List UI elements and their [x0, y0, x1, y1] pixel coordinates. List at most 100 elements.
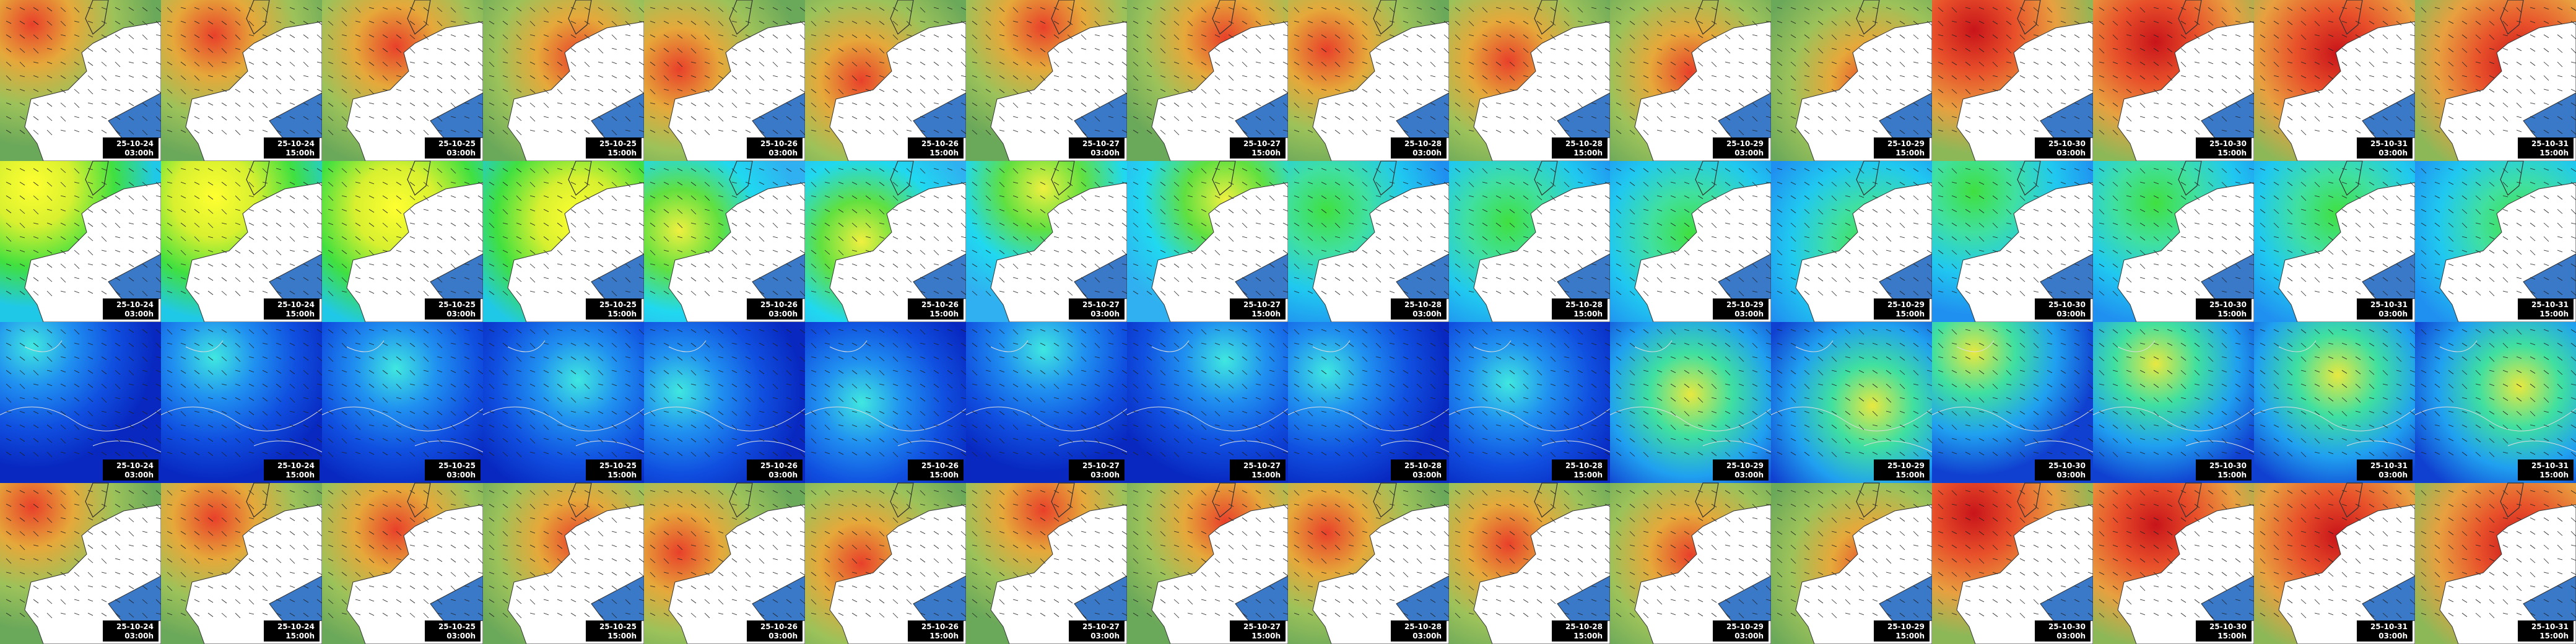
wind-arrow	[1509, 20, 1515, 24]
wind-arrow	[262, 129, 268, 133]
wind-arrow	[450, 48, 456, 51]
wind-arrow	[1173, 89, 1180, 93]
date-label: 25-10-25	[438, 300, 476, 309]
wind-arrow	[423, 102, 429, 107]
wind-arrow	[598, 75, 604, 78]
wind-arrow	[1187, 75, 1193, 79]
wind-field	[322, 322, 483, 483]
wind-arrow	[1026, 7, 1032, 9]
wind-arrow	[759, 61, 765, 67]
wind-arrow	[221, 34, 227, 40]
wind-arrow	[1375, 75, 1382, 79]
time-label: 15:00h	[2539, 149, 2569, 157]
wind-arrow	[207, 34, 214, 39]
wind-arrow	[409, 116, 416, 121]
wind-arrow	[1242, 7, 1248, 11]
wind-arrow	[731, 61, 738, 66]
wind-arrow	[906, 75, 912, 79]
time-label: 15:00h	[285, 149, 315, 157]
wind-arrow	[341, 116, 347, 122]
island	[568, 0, 592, 35]
wind-arrow	[1430, 20, 1436, 25]
wind-arrow	[1214, 102, 1221, 105]
wind-arrow	[529, 48, 536, 51]
wind-arrow	[382, 116, 388, 120]
wind-arrow	[1146, 116, 1152, 120]
wind-arrow	[824, 34, 830, 37]
wind-arrow	[799, 75, 806, 79]
wind-arrow	[892, 75, 899, 79]
wind-arrow	[1201, 102, 1207, 108]
wind-arrow	[396, 34, 402, 39]
time-label: 03:00h	[768, 310, 798, 318]
wind-arrow	[155, 7, 162, 12]
wind-arrow	[759, 89, 765, 91]
wind-arrow	[811, 34, 817, 37]
wind-arrow	[1053, 102, 1060, 106]
wind-arrow	[1443, 48, 1450, 54]
wind-arrow	[1133, 61, 1139, 67]
wind-arrow	[1228, 116, 1234, 120]
wind-arrow	[1012, 129, 1019, 133]
wind-arrow	[423, 61, 429, 64]
wind-arrow	[933, 102, 939, 105]
wind-arrow	[1307, 89, 1313, 95]
wind-arrow	[879, 61, 885, 64]
wind-arrow	[745, 116, 751, 119]
wind-arrow	[194, 116, 200, 120]
wind-arrow	[19, 7, 25, 11]
wind-arrow	[46, 34, 53, 40]
wind-arrow	[625, 102, 631, 108]
wind-arrow	[690, 7, 697, 11]
wind-arrow	[409, 75, 416, 78]
wind-arrow	[74, 116, 80, 118]
wind-arrow	[1040, 34, 1046, 38]
wind-arrow	[650, 116, 656, 119]
wind-arrow	[1334, 61, 1341, 67]
date-label: 25-10-25	[438, 461, 476, 470]
wind-arrow	[235, 7, 241, 12]
label-box	[747, 137, 803, 159]
wind-arrow	[502, 116, 508, 121]
wind-arrow	[933, 61, 939, 66]
wind-arrow	[1040, 129, 1046, 134]
wind-arrow	[1389, 34, 1395, 37]
wind-arrow	[1053, 116, 1060, 120]
wind-arrow	[1108, 34, 1114, 37]
wind-arrow	[1307, 75, 1313, 80]
wind-arrow	[437, 75, 443, 79]
wind-arrow	[690, 102, 697, 107]
wind-arrow	[1108, 48, 1114, 51]
date-label: 25-10-26	[921, 139, 959, 148]
wind-arrow	[851, 89, 858, 91]
wind-arrow	[262, 102, 268, 108]
wind-field	[1127, 322, 1288, 483]
wind-arrow	[74, 34, 80, 37]
time-label: 03:00h	[124, 471, 154, 479]
wind-arrow	[489, 102, 495, 106]
wind-arrow	[999, 116, 1005, 122]
wind-arrow	[355, 116, 361, 118]
wind-arrow	[598, 102, 604, 107]
wind-arrow	[101, 48, 107, 53]
wind-arrow	[1430, 34, 1436, 39]
wind-arrow	[947, 34, 953, 38]
wind-arrow	[477, 102, 484, 105]
wind-arrow	[1430, 102, 1436, 106]
wind-arrow	[516, 116, 522, 121]
wind-arrow	[1214, 61, 1221, 66]
time-label: 03:00h	[768, 471, 798, 479]
wind-arrow	[155, 48, 162, 51]
wind-arrow	[437, 102, 443, 108]
wind-arrow	[1430, 7, 1436, 11]
wind-arrow	[303, 20, 309, 25]
wind-arrow	[46, 61, 53, 64]
wind-arrow	[1201, 129, 1207, 133]
wind-arrow	[1133, 89, 1139, 91]
wind-arrow	[1094, 7, 1100, 12]
wind-arrow	[1348, 61, 1354, 64]
wind-arrow	[865, 75, 871, 77]
wind-arrow	[1187, 89, 1193, 94]
